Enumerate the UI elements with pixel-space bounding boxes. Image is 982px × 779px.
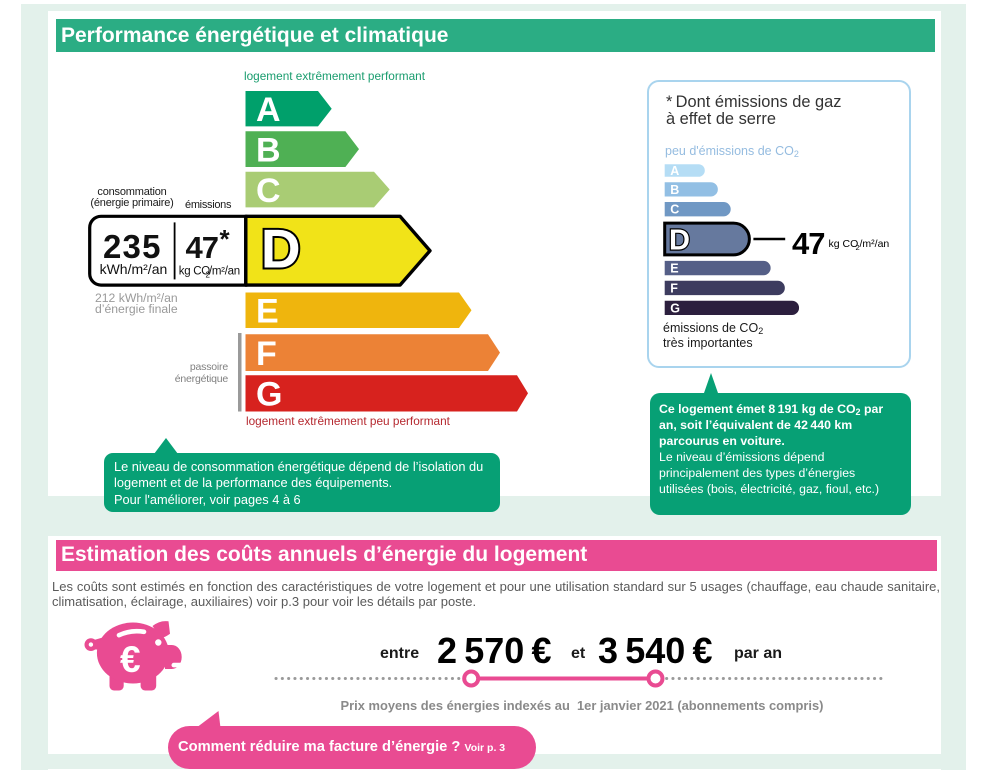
- svg-text:C: C: [256, 172, 281, 210]
- svg-text:G: G: [670, 301, 680, 315]
- svg-text:2: 2: [206, 271, 211, 280]
- svg-text:B: B: [670, 183, 679, 197]
- svg-text:A: A: [256, 91, 281, 129]
- svg-text:kWh/m²/an: kWh/m²/an: [100, 261, 168, 277]
- svg-text:D: D: [261, 218, 301, 280]
- svg-text:G: G: [256, 376, 282, 414]
- svg-text:2: 2: [856, 243, 860, 252]
- svg-text:B: B: [256, 131, 281, 169]
- svg-text:E: E: [670, 262, 678, 276]
- svg-text:kg CO: kg CO: [829, 238, 859, 250]
- svg-text:F: F: [670, 281, 678, 295]
- svg-text:47: 47: [792, 226, 824, 261]
- svg-text:F: F: [256, 335, 277, 373]
- svg-text:A: A: [670, 164, 679, 178]
- svg-text:235: 235: [103, 228, 162, 265]
- svg-text:kg CO: kg CO: [179, 266, 210, 278]
- svg-text:*: *: [220, 224, 231, 254]
- svg-text:47: 47: [186, 230, 218, 265]
- svg-text:/m²/an: /m²/an: [860, 238, 890, 250]
- svg-text:/m²/an: /m²/an: [209, 266, 240, 278]
- svg-text:€: €: [120, 639, 141, 680]
- svg-text:E: E: [256, 292, 279, 330]
- svg-text:C: C: [670, 203, 679, 217]
- svg-text:D: D: [669, 224, 690, 256]
